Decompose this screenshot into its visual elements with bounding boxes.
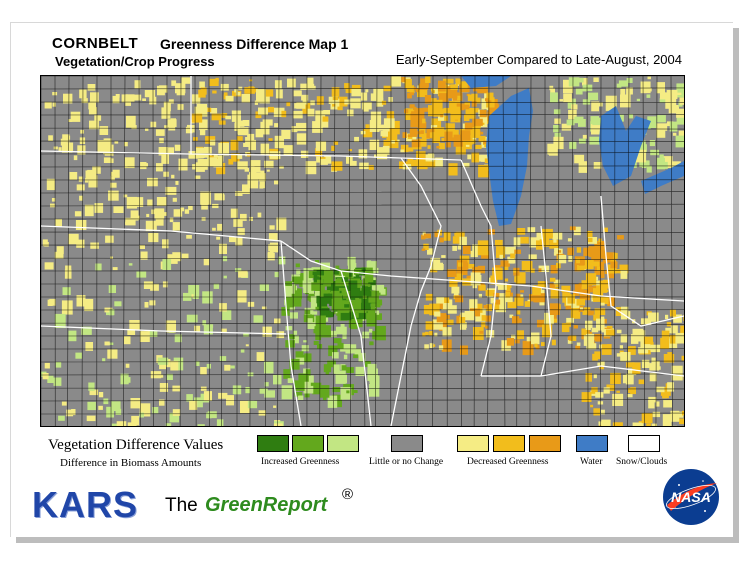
legend-label-no-change: Little or no Change	[369, 457, 444, 467]
swatch-water	[576, 435, 608, 452]
map-subtitle: Vegetation/Crop Progress	[55, 54, 215, 69]
greenness-map	[40, 75, 685, 427]
lake-erie	[641, 161, 684, 194]
legend-label-snow-clouds: Snow/Clouds	[616, 457, 668, 467]
legend-label-decreased: Decreased Greenness	[467, 457, 549, 467]
swatch-no-change	[391, 435, 423, 452]
swatch-increased-light	[327, 435, 359, 452]
green-report-title: GreenReport	[205, 494, 328, 516]
swatch-increased-strong	[257, 435, 289, 452]
map-title: Greenness Difference Map 1	[160, 36, 349, 52]
kars-logo: KARS	[32, 484, 139, 525]
comparison-period: Early-September Compared to Late-August,…	[395, 52, 682, 67]
legend-title: Vegetation Difference Values	[48, 437, 224, 453]
lake-superior	[461, 76, 511, 88]
footer-the: The	[165, 495, 198, 516]
nasa-logo: NASA	[661, 467, 721, 527]
swatch-snow-clouds	[628, 435, 660, 452]
swatch-decreased-medium	[493, 435, 525, 452]
swatch-decreased-light	[457, 435, 489, 452]
legend-label-increased: Increased Greenness	[261, 457, 340, 467]
registered-mark: ®	[342, 486, 354, 503]
swatch-decreased-strong	[529, 435, 561, 452]
legend-label-water: Water	[580, 457, 603, 467]
legend-subtitle: Difference in Biomass Amounts	[60, 457, 202, 469]
nasa-logo-text: NASA	[671, 489, 711, 505]
swatch-increased-medium	[292, 435, 324, 452]
region-title: CORNBELT	[52, 35, 139, 52]
